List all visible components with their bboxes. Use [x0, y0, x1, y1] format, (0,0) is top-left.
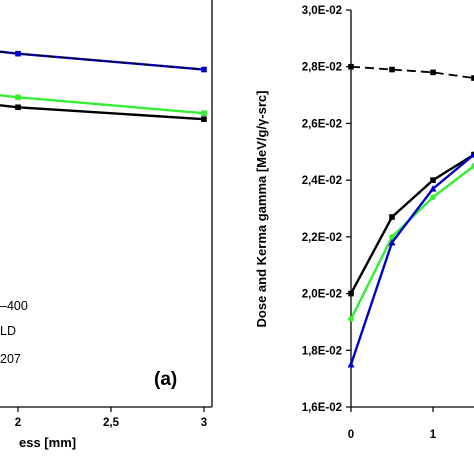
left-x-tick-label: 2	[15, 417, 21, 429]
left-x-ticks: 2 2,5 3	[15, 407, 207, 429]
left-x-axis-label: ess [mm]	[19, 435, 76, 450]
left-data-point	[201, 66, 207, 73]
right-panel: 1,6E-02 1,8E-02 2,0E-02 2,2E-02 2,4E-02 2,6E-…	[254, 5, 474, 441]
right-y-axis-label: Dose and Kerma gamma [MeV/g/γ-src]	[254, 91, 269, 328]
left-data-point	[15, 50, 21, 57]
right-series-line	[349, 153, 474, 295]
left-panel: 2 2,5 3 –400 LD 207 (a) ess [mm]	[0, 0, 213, 450]
legend-entry-3: 207	[0, 352, 21, 366]
right-series	[347, 63, 474, 368]
right-x-tick-label: 0	[348, 429, 354, 441]
right-data-point	[470, 151, 474, 158]
left-x-tick-label: 3	[201, 417, 207, 429]
right-y-tick-label: 2,0E-02	[302, 289, 342, 301]
right-y-tick-label: 2,2E-02	[302, 232, 342, 244]
left-data-point	[201, 110, 207, 117]
right-data-point	[388, 239, 396, 246]
panel-label-a: (a)	[154, 369, 177, 390]
right-data-point	[348, 63, 354, 70]
right-data-point	[429, 185, 437, 192]
left-data-point	[15, 104, 21, 111]
legend-entry-2: LD	[0, 324, 16, 338]
right-y-tick-label: 1,6E-02	[302, 402, 342, 414]
right-y-tick-label: 1,8E-02	[302, 345, 342, 357]
right-data-point	[430, 69, 436, 76]
left-data-point	[15, 94, 21, 101]
right-data-point	[471, 75, 474, 81]
right-y-tick-label: 2,4E-02	[302, 175, 342, 187]
left-data-point	[201, 116, 207, 122]
right-data-point	[471, 163, 474, 169]
right-series-line	[349, 153, 474, 365]
right-data-point	[389, 66, 395, 73]
right-data-point	[348, 290, 354, 297]
left-series	[0, 50, 207, 122]
right-data-point	[348, 316, 354, 322]
right-data-point	[389, 214, 395, 220]
right-data-point	[347, 360, 355, 368]
right-y-tick-label: 2,6E-02	[302, 118, 342, 130]
right-y-ticks: 1,6E-02 1,8E-02 2,0E-02 2,2E-02 2,4E-02 2,6E-…	[302, 5, 351, 414]
right-y-tick-label: 2,8E-02	[302, 62, 342, 74]
right-data-point	[389, 234, 395, 240]
legend-entry-1: –400	[0, 299, 28, 313]
right-y-tick-label: 3,0E-02	[302, 5, 342, 17]
left-x-tick-label: 2,5	[103, 417, 120, 429]
right-data-point	[430, 194, 436, 200]
right-x-tick-label: 1	[430, 429, 437, 441]
right-data-point	[430, 177, 436, 183]
